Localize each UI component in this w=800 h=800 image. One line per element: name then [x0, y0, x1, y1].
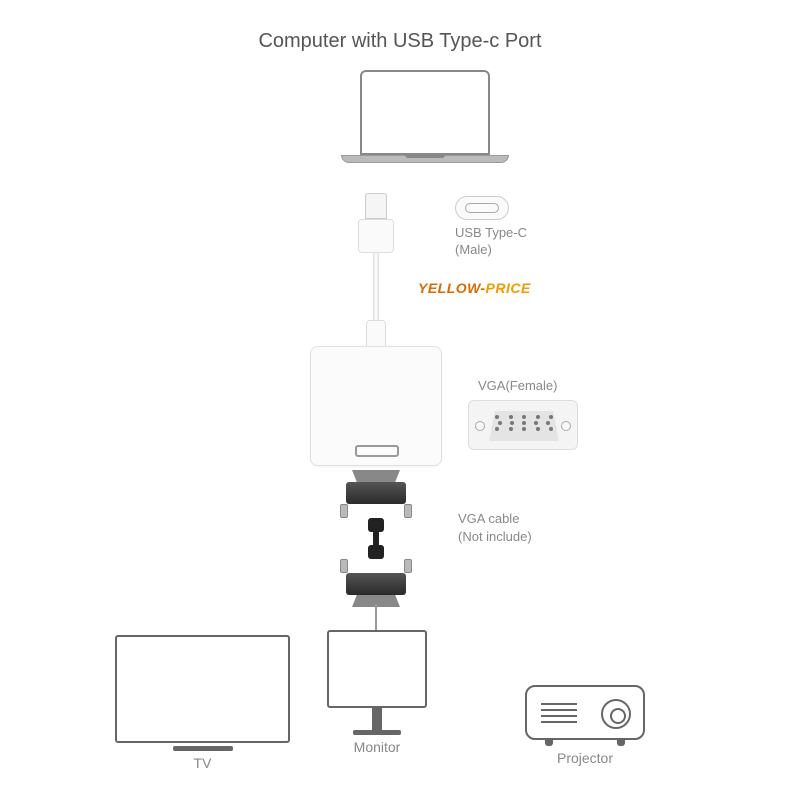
vga-cable-connector-top-icon: [340, 470, 412, 532]
usb-c-label-sub: (Male): [455, 242, 492, 257]
vga-cable-label: VGA cable (Not include): [458, 510, 532, 546]
projector-icon: Projector: [520, 685, 650, 766]
usb-c-label: USB Type-C (Male): [455, 225, 527, 259]
brand-yellow: YELLOW-: [418, 280, 486, 296]
vga-cable-connector-bottom-icon: [340, 545, 412, 607]
vga-female-label: VGA(Female): [478, 378, 557, 393]
brand-price: PRICE: [486, 280, 531, 296]
tv-label: TV: [115, 755, 290, 771]
brand-watermark: YELLOW-PRICE: [418, 280, 531, 296]
vga-female-port-icon: [468, 400, 578, 450]
adapter-body-icon: [310, 346, 442, 466]
tv-icon: TV: [115, 635, 290, 771]
adapter-strain-relief: [366, 320, 386, 348]
usb-c-plug-icon: [356, 193, 396, 253]
adapter-vga-slot-icon: [355, 445, 399, 457]
usb-c-port-icon: [455, 196, 509, 220]
vga-cable-label-line2: (Not include): [458, 529, 532, 544]
vga-cable-label-line1: VGA cable: [458, 511, 519, 526]
projector-label: Projector: [520, 750, 650, 766]
adapter-cable: [373, 253, 379, 323]
monitor-label: Monitor: [327, 739, 427, 755]
page-title: Computer with USB Type-c Port: [0, 30, 800, 53]
usb-c-label-text: USB Type-C: [455, 225, 527, 240]
monitor-icon: Monitor: [327, 630, 427, 755]
laptop-icon: [340, 70, 510, 185]
